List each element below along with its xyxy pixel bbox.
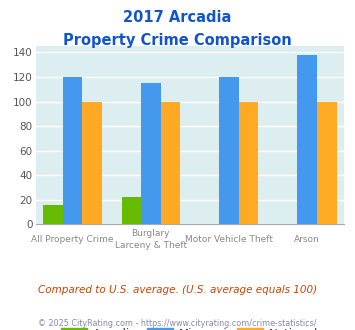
Bar [297, 55, 317, 224]
Bar [82, 102, 102, 224]
Text: Motor Vehicle Theft: Motor Vehicle Theft [185, 235, 273, 244]
Text: Property Crime Comparison: Property Crime Comparison [63, 33, 292, 48]
Legend: Arcadia, Missouri, National: Arcadia, Missouri, National [57, 323, 323, 330]
Bar [160, 102, 180, 224]
Bar [43, 205, 63, 224]
Text: Larceny & Theft: Larceny & Theft [115, 241, 187, 250]
Text: © 2025 CityRating.com - https://www.cityrating.com/crime-statistics/: © 2025 CityRating.com - https://www.city… [38, 319, 317, 328]
Text: All Property Crime: All Property Crime [31, 235, 114, 244]
Text: 2017 Arcadia: 2017 Arcadia [123, 10, 232, 25]
Text: Burglary: Burglary [132, 229, 170, 238]
Bar [239, 102, 258, 224]
Text: Compared to U.S. average. (U.S. average equals 100): Compared to U.S. average. (U.S. average … [38, 285, 317, 295]
Text: Arson: Arson [294, 235, 320, 244]
Bar [219, 77, 239, 224]
Bar [141, 83, 160, 224]
Bar [317, 102, 337, 224]
Bar [63, 77, 82, 224]
Bar [121, 197, 141, 224]
